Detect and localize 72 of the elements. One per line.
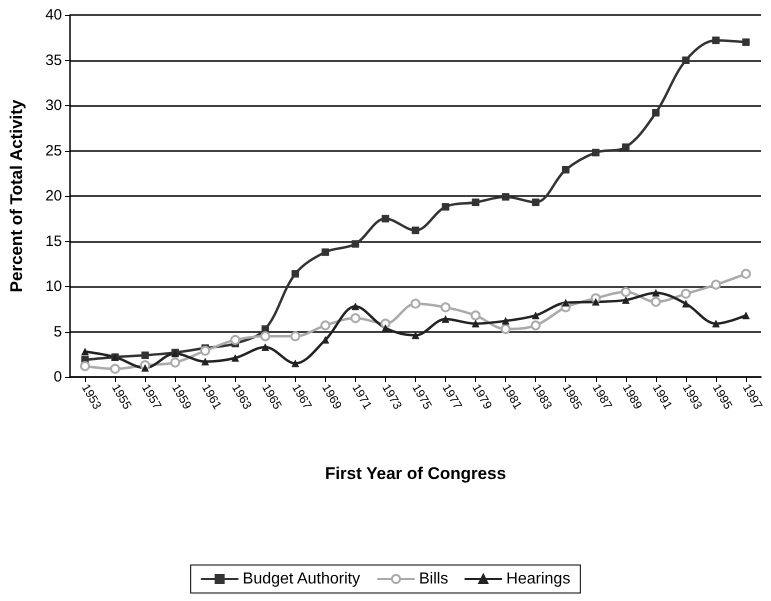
point xyxy=(562,166,570,174)
legend-label: Hearings xyxy=(506,570,570,588)
point xyxy=(500,324,511,334)
point xyxy=(412,332,420,340)
point xyxy=(141,364,149,372)
point xyxy=(440,302,451,312)
point xyxy=(382,324,390,332)
y-tick-label: 35 xyxy=(45,52,62,69)
x-axis-title: First Year of Congress xyxy=(324,464,506,483)
point xyxy=(412,226,420,234)
point xyxy=(622,143,630,151)
point xyxy=(352,302,360,310)
point xyxy=(652,289,660,297)
y-tick-label: 25 xyxy=(45,142,62,160)
point xyxy=(712,320,720,328)
point xyxy=(592,148,600,156)
point xyxy=(622,296,630,304)
point xyxy=(442,315,450,323)
point xyxy=(141,352,149,360)
legend-label: Bills xyxy=(418,570,448,588)
point xyxy=(680,288,691,299)
y-tick-label: 30 xyxy=(45,97,62,114)
point xyxy=(530,320,541,330)
y-tick-label: 5 xyxy=(54,323,62,340)
point xyxy=(201,358,209,366)
point xyxy=(290,331,300,342)
y-tick-label: 0 xyxy=(54,368,62,386)
point xyxy=(562,299,570,307)
point xyxy=(470,310,481,320)
point xyxy=(532,198,540,206)
point xyxy=(231,354,239,362)
y-tick-label: 20 xyxy=(45,188,62,204)
point xyxy=(292,360,300,368)
point xyxy=(322,248,330,256)
point xyxy=(472,198,480,206)
point xyxy=(742,312,750,320)
point xyxy=(320,320,330,330)
point xyxy=(472,320,480,328)
point xyxy=(502,317,510,325)
point xyxy=(352,240,360,248)
point xyxy=(350,313,360,324)
point xyxy=(260,331,270,342)
point xyxy=(592,298,600,306)
point xyxy=(740,268,751,279)
point xyxy=(262,325,270,333)
y-tick-label: 15 xyxy=(45,232,62,250)
point xyxy=(620,286,631,297)
point xyxy=(200,346,210,356)
point xyxy=(650,296,661,307)
point xyxy=(710,280,721,290)
point xyxy=(81,348,89,356)
point xyxy=(742,38,750,46)
point xyxy=(292,270,300,278)
point xyxy=(230,334,240,345)
point xyxy=(502,193,510,201)
point xyxy=(712,36,720,44)
point xyxy=(382,214,390,222)
point xyxy=(410,298,420,309)
point xyxy=(532,312,540,320)
y-tick-label: 40 xyxy=(45,6,62,24)
point xyxy=(322,336,330,344)
point xyxy=(262,343,270,351)
point xyxy=(80,361,90,372)
legend-label: Budget Authority xyxy=(242,570,360,588)
y-tick-label: 10 xyxy=(45,278,62,295)
point xyxy=(652,108,660,116)
y-axis-title: Percent of Total Activity xyxy=(7,99,26,292)
point xyxy=(682,56,690,64)
point xyxy=(110,364,120,374)
point xyxy=(170,358,180,368)
point xyxy=(442,203,450,211)
point xyxy=(682,300,690,308)
